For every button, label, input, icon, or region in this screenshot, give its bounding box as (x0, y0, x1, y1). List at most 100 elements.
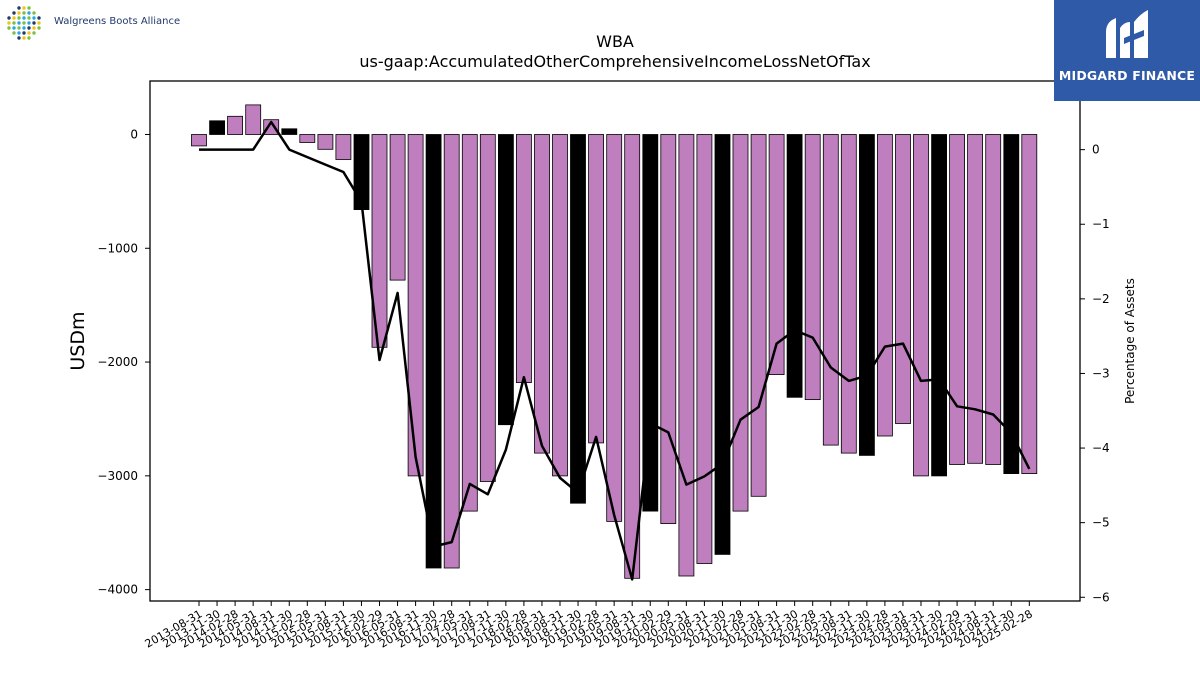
y-tick-label: −2000 (97, 355, 138, 369)
bar (570, 134, 586, 504)
logo-dot (32, 26, 36, 30)
logo-dot (12, 11, 16, 15)
y-tick-label: −3000 (97, 469, 138, 483)
y2-tick-label: −6 (1092, 590, 1110, 604)
bar (732, 134, 749, 512)
midgard-finance-logo: MIDGARD FINANCE (1054, 0, 1200, 101)
logo-dot (27, 36, 31, 40)
bar (317, 134, 334, 150)
bar (534, 134, 550, 454)
bar (624, 134, 641, 579)
y-axis-label: USDm (67, 311, 89, 370)
logo-dot (12, 21, 16, 25)
logo-dot (7, 26, 11, 30)
logo-dot (32, 31, 36, 35)
midgard-logo-text: MIDGARD FINANCE (1058, 68, 1196, 83)
bar (642, 134, 659, 512)
midgard-logo-icon (1106, 10, 1148, 58)
bar (299, 134, 316, 143)
logo-dot (22, 26, 26, 30)
logo-dot (37, 16, 41, 20)
logo-dot (7, 21, 11, 25)
bar (822, 134, 839, 446)
bar (1003, 134, 1020, 475)
logo-dot (32, 21, 36, 25)
bar (281, 128, 298, 135)
bar (967, 134, 983, 464)
logo-dot (17, 26, 21, 30)
y-tick-label: 0 (130, 127, 138, 141)
logo-dot (27, 31, 31, 35)
bar (714, 134, 731, 555)
bar (335, 134, 352, 160)
bar (245, 104, 262, 135)
logo-dot (27, 26, 31, 30)
logo-dot (17, 21, 21, 25)
logo-dot (32, 11, 36, 15)
logo-dot (17, 31, 21, 35)
bar (696, 134, 713, 564)
logo-dot (12, 26, 16, 30)
y2-tick-label: −5 (1092, 516, 1110, 530)
bar (768, 134, 785, 376)
bar (227, 115, 244, 135)
y2-axis-label: Percentage of Assets (1123, 278, 1137, 404)
y2-tick-label: −2 (1092, 292, 1110, 306)
bar (497, 134, 514, 426)
logo-dot (27, 21, 31, 25)
bar (479, 134, 496, 482)
logo-dot (17, 6, 21, 10)
bar (949, 134, 965, 465)
bar (407, 134, 424, 477)
bar (859, 134, 875, 456)
logo-dot (32, 16, 36, 20)
logo-dot (22, 21, 26, 25)
series-line (199, 120, 1031, 581)
bar (353, 134, 370, 210)
bar (552, 134, 568, 477)
bar (678, 134, 695, 577)
logo-dot (12, 31, 16, 35)
bar (389, 134, 406, 281)
bar (425, 134, 442, 569)
y-tick-label: −1000 (97, 241, 138, 255)
bar (840, 134, 857, 454)
bar (209, 120, 226, 135)
bar (804, 134, 821, 401)
logo-dot (17, 16, 21, 20)
y2-tick-label: −3 (1092, 366, 1110, 380)
logo-dot (22, 36, 26, 40)
plot-frame (149, 80, 1081, 602)
logo-dot (22, 11, 26, 15)
logo-dot (12, 16, 16, 20)
walgreens-logo-text: Walgreens Boots Alliance (54, 16, 181, 27)
bar (1021, 134, 1038, 475)
logo-dot (22, 16, 26, 20)
bar (750, 134, 767, 497)
bar (263, 119, 280, 135)
walgreens-logo-icon (7, 6, 41, 40)
walgreens-logo: Walgreens Boots Alliance (4, 4, 194, 44)
bar (913, 134, 929, 477)
logo-dot (7, 16, 11, 20)
bar (191, 134, 207, 147)
y2-tick-label: 0 (1092, 143, 1100, 157)
y2-tick-label: −4 (1092, 441, 1110, 455)
logo-dot (22, 6, 26, 10)
bar (660, 134, 677, 525)
bar (985, 134, 1002, 465)
logo-dot (22, 31, 26, 35)
logo-dot (17, 11, 21, 15)
logo-dot (37, 21, 41, 25)
chart-title: WBA (596, 32, 634, 51)
bar (931, 134, 947, 477)
bar (461, 134, 478, 512)
logo-dot (37, 26, 41, 30)
logo-dot (27, 16, 31, 20)
bar (786, 134, 803, 398)
bar (443, 134, 460, 569)
bar (371, 134, 388, 348)
logo-dot (17, 36, 21, 40)
bar (606, 134, 623, 522)
